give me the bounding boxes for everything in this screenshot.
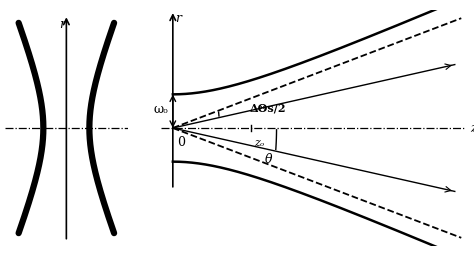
Text: zₒ: zₒ [254, 138, 264, 148]
Text: θ: θ [264, 153, 272, 166]
Text: r: r [175, 13, 182, 26]
Text: z: z [470, 122, 474, 134]
Text: 0: 0 [177, 136, 185, 149]
Text: ΔΘs/2: ΔΘs/2 [250, 102, 286, 113]
Text: ωₒ: ωₒ [154, 103, 168, 116]
Text: r: r [59, 18, 65, 31]
